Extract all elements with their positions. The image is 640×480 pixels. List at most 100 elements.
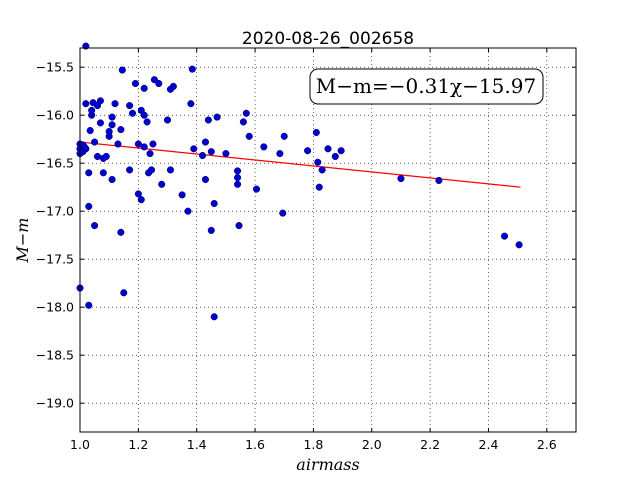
data-point [108, 175, 116, 184]
data-point [140, 84, 148, 92]
data-point [88, 111, 96, 119]
grid [80, 48, 576, 432]
data-point [188, 65, 196, 73]
data-point [128, 109, 137, 117]
data-point [184, 207, 192, 215]
data-point [234, 174, 242, 182]
data-point [515, 241, 523, 249]
data-point [213, 113, 221, 121]
data-point [190, 145, 198, 153]
data-point [118, 66, 126, 74]
data-point [500, 232, 509, 240]
data-point [169, 82, 177, 90]
data-point [82, 145, 90, 153]
y-tick-label: −16.0 [36, 108, 74, 123]
data-point [86, 127, 94, 135]
data-point [260, 143, 268, 151]
data-point [222, 150, 230, 158]
data-point [91, 138, 99, 146]
data-point [279, 209, 287, 217]
data-point [140, 111, 148, 119]
fit-line-series [79, 141, 521, 188]
fit-equation: M−m=−0.31χ−15.97 [316, 74, 536, 98]
y-tick-label: −18.5 [36, 348, 74, 363]
data-point [187, 100, 195, 108]
data-point [318, 166, 326, 174]
fit-line [79, 141, 521, 188]
data-point [114, 140, 122, 148]
y-tick-label: −19.0 [36, 396, 74, 411]
data-point [85, 202, 93, 210]
data-point [331, 152, 339, 161]
data-point [315, 183, 323, 191]
data-point [163, 116, 172, 124]
x-tick-label: 2.4 [479, 437, 499, 452]
data-point [207, 148, 215, 156]
data-point [158, 180, 166, 188]
x-tick-label: 1.8 [303, 437, 323, 452]
data-point [337, 147, 345, 155]
y-tick-label: −16.5 [36, 156, 74, 171]
data-point [85, 169, 93, 177]
data-point [149, 140, 157, 148]
x-tick-label: 2.2 [420, 437, 440, 452]
data-point [137, 196, 145, 204]
data-point [102, 152, 110, 161]
data-point [324, 145, 332, 153]
data-point [304, 147, 312, 155]
x-axis-label: airmass [296, 455, 359, 474]
data-point [435, 176, 443, 185]
data-point [276, 150, 284, 158]
data-point [178, 191, 186, 199]
y-tick-label: −17.5 [36, 252, 74, 267]
data-point [108, 121, 116, 129]
data-point [99, 169, 107, 177]
data-point [140, 143, 148, 151]
data-point [134, 190, 142, 198]
data-point [312, 128, 320, 137]
data-point [108, 113, 116, 121]
data-point [120, 289, 128, 297]
data-point [117, 228, 125, 236]
data-point [252, 185, 261, 193]
y-tick-label: −17.0 [36, 204, 74, 219]
x-tick-label: 2.6 [537, 437, 557, 452]
data-point [85, 301, 93, 309]
y-tick-label: −18.0 [36, 300, 74, 315]
x-tick-label: 1.0 [70, 437, 90, 452]
data-point [239, 118, 247, 126]
data-point [105, 132, 113, 140]
x-tick-label: 1.6 [245, 437, 265, 452]
x-tick-label: 1.4 [187, 437, 207, 452]
data-point [207, 226, 215, 234]
data-point [117, 126, 125, 134]
data-point [210, 199, 218, 208]
axis-ticks: 1.0 1.2 1.4 1.6 1.8 2.0 2.2 2.4 2.6 −15.5 −16.0 −16… [36, 48, 576, 452]
data-point [126, 102, 134, 110]
data-point [126, 166, 134, 174]
data-point [201, 175, 210, 184]
data-point [111, 100, 119, 108]
data-point [96, 119, 104, 127]
data-point [235, 222, 243, 230]
data-point [147, 166, 156, 174]
data-point [280, 132, 288, 140]
data-point [131, 79, 139, 88]
data-point [198, 151, 207, 160]
data-point [143, 118, 151, 126]
data-point [245, 132, 253, 140]
data-point [146, 150, 154, 158]
data-point [397, 175, 405, 183]
data-point [91, 222, 99, 230]
chart-title: 2020-08-26_002658 [242, 29, 414, 49]
data-point [166, 166, 174, 174]
data-point [234, 167, 242, 175]
data-point [210, 313, 218, 321]
fit-equation-box: M−m=−0.31χ−15.97 [309, 68, 544, 105]
data-point [314, 158, 322, 166]
x-tick-label: 2.0 [362, 437, 382, 452]
data-point [204, 116, 212, 124]
data-point [134, 140, 142, 148]
data-point [96, 97, 104, 105]
